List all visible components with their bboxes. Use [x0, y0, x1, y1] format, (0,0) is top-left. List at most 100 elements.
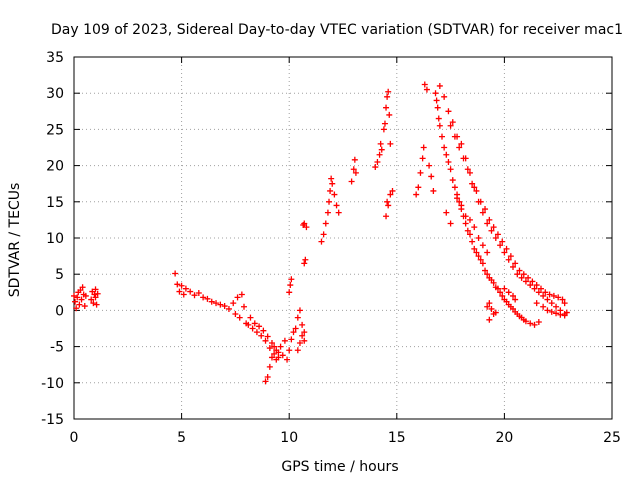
data-point [492, 309, 499, 316]
data-point [451, 133, 458, 140]
data-points [71, 81, 570, 385]
data-point [499, 292, 506, 299]
data-point [225, 305, 232, 312]
data-point [471, 224, 478, 231]
data-point [529, 278, 536, 285]
data-point [499, 238, 506, 245]
data-point [443, 151, 450, 158]
data-point [296, 307, 303, 314]
data-point [553, 310, 560, 317]
data-point [81, 303, 88, 310]
data-point [178, 282, 185, 289]
data-point [284, 356, 291, 363]
data-point [527, 320, 534, 327]
grid-lines [74, 57, 612, 419]
data-point [490, 279, 497, 286]
data-point [441, 144, 448, 151]
data-point [533, 300, 540, 307]
data-point [251, 320, 258, 327]
data-point [522, 318, 529, 325]
y-tick-label: 5 [55, 267, 64, 283]
data-point [234, 294, 241, 301]
data-point [447, 122, 454, 129]
data-point [256, 323, 263, 330]
data-point [286, 289, 293, 296]
data-point [516, 267, 523, 274]
data-point [486, 300, 493, 307]
data-point [324, 209, 331, 216]
data-point [553, 303, 560, 310]
data-point [245, 321, 252, 328]
data-point [264, 333, 271, 340]
data-point [531, 285, 538, 292]
data-point [247, 314, 254, 321]
data-point [479, 209, 486, 216]
data-point [473, 249, 480, 256]
data-point [258, 332, 265, 339]
data-point [266, 345, 273, 352]
x-tick-labels: 0 5 10 15 20 25 [70, 430, 621, 446]
data-point [505, 256, 512, 263]
data-point [232, 311, 239, 318]
y-tick-label: 20 [46, 159, 64, 175]
data-point [376, 151, 383, 158]
data-point [286, 347, 293, 354]
data-point [454, 195, 461, 202]
data-point [561, 300, 568, 307]
data-point [419, 155, 426, 162]
data-point [441, 93, 448, 100]
data-point [477, 256, 484, 263]
data-point [494, 285, 501, 292]
data-point [484, 249, 491, 256]
data-point [90, 300, 97, 307]
data-point [208, 298, 215, 305]
data-point [434, 104, 441, 111]
data-point [318, 238, 325, 245]
data-point [331, 191, 338, 198]
data-point [264, 374, 271, 381]
data-point [540, 303, 547, 310]
data-point [303, 224, 310, 231]
chart-title: Day 109 of 2023, Sidereal Day-to-day VTE… [51, 22, 623, 38]
data-point [512, 296, 519, 303]
data-point [333, 202, 340, 209]
data-point [490, 224, 497, 231]
data-point [296, 339, 303, 346]
data-point [385, 88, 392, 95]
data-point [488, 227, 495, 234]
data-point [484, 220, 491, 227]
data-point [423, 86, 430, 93]
data-point [204, 295, 211, 302]
data-point [273, 356, 280, 363]
data-point [195, 290, 202, 297]
data-point [492, 235, 499, 241]
data-point [462, 220, 469, 227]
data-point [464, 227, 471, 234]
data-point [451, 184, 458, 191]
data-point [389, 187, 396, 194]
data-point [544, 296, 551, 303]
data-point [262, 337, 269, 344]
data-point [477, 198, 484, 205]
data-point [266, 363, 273, 370]
data-point [415, 184, 422, 191]
data-point [428, 173, 435, 180]
data-point [327, 187, 334, 194]
data-point [73, 305, 80, 312]
data-point [417, 169, 424, 176]
data-point [294, 314, 301, 321]
data-point [301, 329, 308, 336]
data-point [288, 276, 295, 283]
data-point [505, 289, 512, 296]
y-tick-label: -15 [41, 412, 64, 428]
data-point [301, 337, 308, 344]
data-point [91, 291, 98, 298]
data-point [71, 292, 77, 299]
data-point [380, 126, 387, 133]
data-point [174, 281, 181, 288]
data-point [512, 260, 519, 267]
data-point [544, 307, 551, 314]
data-point [557, 311, 564, 318]
data-point [413, 191, 420, 198]
data-point [466, 216, 473, 223]
